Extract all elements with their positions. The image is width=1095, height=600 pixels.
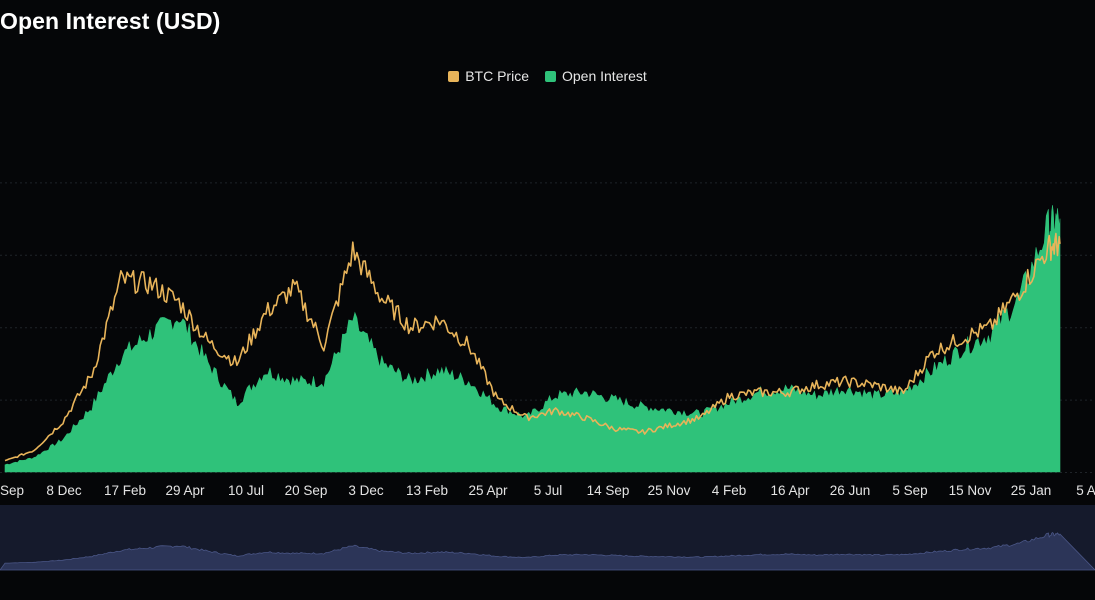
legend-swatch-btc-price	[448, 70, 460, 82]
x-tick-label: 16 Apr	[770, 483, 810, 498]
legend-label-open-interest: Open Interest	[561, 68, 647, 84]
legend-label-btc-price: BTC Price	[465, 68, 529, 84]
x-tick-label: 25 Apr	[468, 483, 508, 498]
x-tick-label: 17 Feb	[104, 483, 146, 498]
x-tick-label: 5 A	[1076, 483, 1095, 498]
btc-price-line	[4, 232, 1061, 462]
x-tick-label: 25 Nov	[648, 483, 691, 498]
navigator[interactable]	[0, 505, 1095, 571]
x-tick-label: 14 Sep	[587, 483, 630, 498]
legend-swatch-open-interest	[544, 70, 556, 82]
x-tick-label: 5 Jul	[534, 483, 563, 498]
open-interest-series	[4, 205, 1061, 473]
legend-item-open-interest[interactable]: Open Interest	[544, 68, 647, 84]
x-tick-label: 15 Nov	[949, 483, 992, 498]
x-tick-label: 3 Dec	[348, 483, 384, 498]
x-tick-label: 4 Feb	[712, 483, 747, 498]
x-tick-label: 29 Apr	[165, 483, 205, 498]
btc-price-series	[4, 232, 1061, 462]
x-axis: Sep 8 Dec 17 Feb 29 Apr 10 Jul 20 Sep 3 Dec 13 …	[0, 483, 1095, 498]
x-tick-label: 25 Jan	[1011, 483, 1052, 498]
x-tick-label: Sep	[0, 483, 24, 498]
open-interest-area	[4, 205, 1061, 473]
x-tick-label: 8 Dec	[46, 483, 82, 498]
x-tick-label: 20 Sep	[285, 483, 328, 498]
x-tick-label: 5 Sep	[892, 483, 927, 498]
x-tick-label: 13 Feb	[406, 483, 448, 498]
x-tick-label: 10 Jul	[228, 483, 264, 498]
navigator-area	[0, 531, 1095, 571]
legend: BTC Price Open Interest	[0, 68, 1095, 84]
legend-item-btc-price[interactable]: BTC Price	[448, 68, 529, 84]
chart-title: Open Interest (USD)	[0, 8, 221, 34]
x-tick-label: 26 Jun	[830, 483, 871, 498]
